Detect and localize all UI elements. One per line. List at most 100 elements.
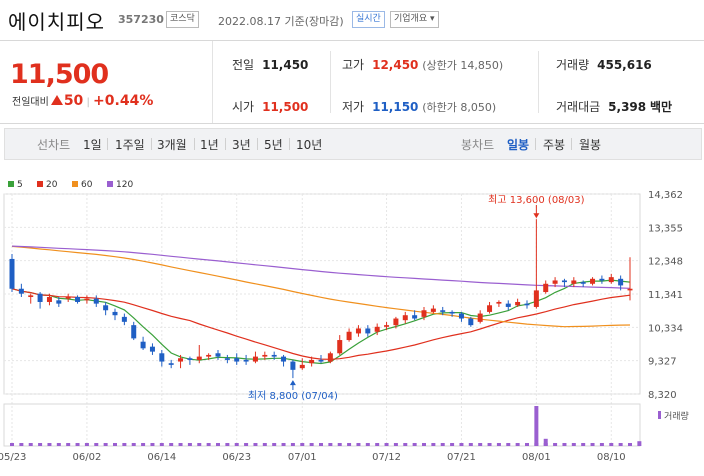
tab-1week[interactable]: 1주일 (115, 138, 145, 152)
candle-body (159, 353, 165, 362)
market-badge: 코스닥 (166, 11, 199, 28)
volume-bar (10, 443, 14, 446)
y-axis-labels: 14,362 13,355 12,348 11,341 10,334 9,327 8,320 (648, 190, 683, 401)
volume-bar (422, 443, 426, 446)
volume-bar (159, 443, 164, 446)
candle-body (430, 308, 436, 312)
candle-body (393, 318, 399, 326)
volume-bar (478, 443, 483, 446)
divider (538, 51, 539, 113)
candle-body (524, 303, 530, 306)
y-tick-label: 12,348 (648, 257, 683, 268)
x-tick-label: 08/10 (597, 452, 626, 463)
volume-bar (150, 443, 155, 446)
line-chart-label: 선차트 (37, 138, 71, 152)
volume-bar (234, 443, 239, 446)
candle-body (56, 300, 62, 304)
volume-bar (384, 443, 389, 446)
chart-toolbar: 선차트 1일 1주일 3개월 1년 3년 5년 10년 봉차트 일봉 주봉 월봉 (4, 128, 702, 160)
candle-body (75, 297, 81, 302)
candle-body (37, 293, 43, 302)
tab-1year[interactable]: 1년 (200, 138, 219, 152)
candle-body (178, 358, 184, 362)
candle-body (571, 280, 577, 284)
candle-body (327, 353, 333, 362)
company-info-dropdown[interactable]: 기업개요 ▾ (390, 11, 439, 28)
candle-body (627, 288, 633, 291)
volume-bar (216, 443, 220, 446)
candle-body (449, 311, 455, 314)
tab-3month[interactable]: 3개월 (157, 138, 187, 152)
volume-bar (525, 443, 529, 446)
tab-monthly[interactable]: 월봉 (579, 138, 602, 152)
candle-body (168, 363, 174, 365)
y-tick-label: 14,362 (648, 190, 683, 201)
divider (330, 51, 331, 113)
volume-bar (47, 443, 52, 446)
volume-bar (66, 443, 71, 446)
y-tick-label: 11,341 (648, 290, 683, 301)
x-tick-label: 05/23 (0, 452, 26, 463)
volume-bar (506, 443, 511, 446)
candle-body (346, 331, 352, 341)
prev-close: 전일 11,450 (232, 58, 309, 72)
low-arrow-head (289, 380, 296, 386)
volume-bar (206, 443, 211, 446)
volume-bar (581, 443, 586, 446)
candle-body (196, 356, 202, 360)
volume-bar (459, 443, 464, 446)
candle-body (299, 364, 305, 369)
candle-body (28, 295, 34, 298)
volume-bar (94, 443, 99, 446)
volume-bar (309, 443, 314, 446)
y-tick-label: 8,320 (648, 390, 677, 401)
volume-bar (56, 443, 61, 446)
volume-bar (356, 443, 361, 446)
candle-body (618, 278, 624, 286)
candle-body (103, 305, 109, 311)
candle-body (9, 258, 15, 289)
candle-body (337, 340, 343, 354)
low-price: 저가 11,150 (하한가 8,050) (342, 100, 497, 114)
tab-weekly[interactable]: 주봉 (543, 138, 566, 152)
volume-bar (122, 443, 127, 446)
candle-body (262, 354, 268, 357)
candle-body (552, 280, 558, 284)
volume-bar (253, 443, 258, 446)
volume-bar (178, 443, 183, 446)
tab-1day[interactable]: 1일 (83, 138, 102, 152)
candle-chart-label: 봉차트 (461, 138, 495, 152)
x-tick-label: 06/23 (222, 452, 251, 463)
candle-body (374, 326, 380, 332)
candle-body (206, 354, 212, 357)
tab-5year[interactable]: 5년 (264, 138, 283, 152)
volume-bar (599, 443, 604, 446)
low-annotation: 최저 8,800 (07/04) (248, 390, 338, 402)
candle-body (487, 305, 493, 312)
volume-bar (431, 443, 436, 446)
volume-bar (19, 443, 24, 446)
tab-daily[interactable]: 일봉 (507, 138, 530, 152)
volume-bar (319, 443, 323, 446)
ma-line-120 (11, 245, 631, 289)
realtime-button[interactable]: 실시간 (352, 11, 385, 28)
tab-10year[interactable]: 10년 (296, 138, 323, 152)
volume-legend-swatch (658, 411, 661, 419)
x-tick-label: 06/02 (72, 452, 101, 463)
price-summary: 11,500 전일대비 50 | +0.44% 전일 11,450 시가 11,500… (0, 40, 704, 124)
candle-body (131, 325, 137, 339)
candle-body (533, 290, 539, 307)
legend-swatch-20 (37, 181, 43, 187)
candle-body (140, 341, 146, 349)
candle-body (215, 353, 221, 357)
candle-body (243, 359, 249, 362)
change-label: 전일대비 (12, 97, 49, 108)
quote-date: 2022.08.17 기준(장마감) (218, 15, 344, 28)
candle-body (365, 328, 371, 334)
volume-bar (440, 443, 445, 446)
tab-3year[interactable]: 3년 (232, 138, 251, 152)
open-price: 시가 11,500 (232, 100, 309, 114)
ma-legend: 5 20 60 120 (8, 180, 133, 190)
candles (9, 219, 633, 379)
volume-spike (534, 406, 539, 446)
